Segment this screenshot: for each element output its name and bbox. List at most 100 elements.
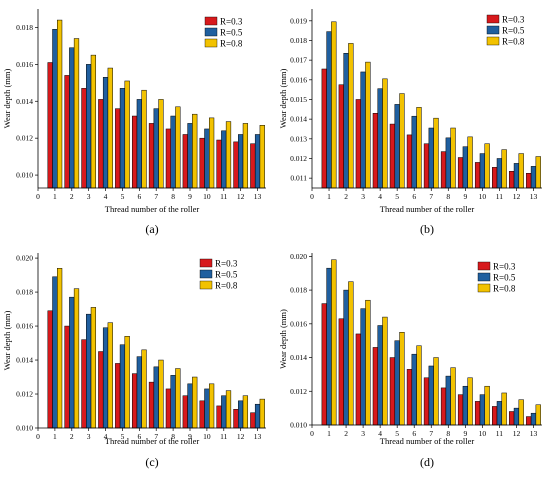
bar-d-R08-thread-11 (501, 392, 507, 426)
x-tick-label: 1 (53, 432, 57, 441)
panel-label: (a) (145, 222, 158, 236)
bar-c-R08-thread-13 (259, 398, 265, 429)
bar-c-R03-thread-7 (148, 381, 155, 429)
bar-b-R08-thread-13 (535, 156, 541, 189)
x-axis-title: Thread number of the roller (380, 204, 475, 214)
x-tick-label: 5 (121, 432, 125, 441)
bar-a-R05-thread-5 (119, 88, 126, 189)
bar-b-R03-thread-4 (372, 113, 379, 189)
x-tick-label: 8 (446, 192, 450, 201)
legend-swatch (204, 16, 218, 26)
y-tick-label: 0.014 (290, 353, 307, 362)
x-tick-label: 11 (496, 192, 503, 201)
bar-b-R05-thread-8 (445, 137, 451, 189)
bar-d-R08-thread-8 (450, 367, 456, 426)
x-tick-label: 0 (310, 429, 314, 438)
legend-label: R=0.3 (493, 262, 516, 272)
bar-a-R05-thread-4 (102, 77, 109, 189)
bar-b-R05-thread-7 (428, 127, 434, 189)
y-tick-label: 0.016 (290, 75, 307, 84)
x-axis-title: Thread number of the roller (380, 436, 475, 446)
bar-a-R03-thread-12 (233, 141, 239, 189)
bar-a-R03-thread-9 (182, 134, 188, 189)
bar-d-R03-thread-7 (423, 377, 430, 426)
bar-d-R05-thread-8 (445, 375, 451, 426)
bar-a-R03-thread-2 (64, 75, 70, 189)
bar-c-R05-thread-10 (204, 388, 210, 429)
bar-d-R05-thread-11 (496, 401, 503, 426)
panel-label: (c) (145, 455, 158, 469)
x-tick-label: 13 (254, 432, 262, 441)
x-tick-label: 1 (53, 192, 57, 201)
y-tick-label: 0.017 (290, 56, 307, 65)
legend-swatch (486, 36, 500, 46)
bar-b-R03-thread-12 (509, 171, 515, 189)
bar-d-R03-thread-9 (457, 394, 464, 426)
bar-c-R08-thread-10 (209, 383, 215, 429)
bar-d-R05-thread-9 (462, 385, 468, 426)
bar-a-R05-thread-9 (187, 123, 193, 189)
x-tick-label: 6 (412, 192, 416, 201)
bar-a-R03-thread-11 (216, 139, 222, 189)
bar-c-R08-thread-12 (242, 395, 249, 429)
bar-b-R03-thread-13 (526, 173, 532, 189)
legend: R=0.3R=0.5R=0.8 (486, 15, 525, 47)
bar-a-R03-thread-10 (199, 137, 205, 189)
bar-c-R08-thread-7 (158, 359, 164, 429)
y-tick-label: 0.016 (16, 60, 33, 69)
y-axis-title: Wear depth (mm) (2, 68, 12, 128)
bar-c-R03-thread-13 (250, 412, 256, 429)
bar-c-R05-thread-5 (119, 344, 126, 429)
bar-d-R08-thread-4 (382, 316, 388, 426)
y-tick-label: 0.016 (16, 322, 33, 331)
panel-label: (d) (420, 455, 434, 469)
bar-d-R03-thread-1 (321, 303, 327, 426)
legend: R=0.3R=0.5R=0.8 (204, 16, 243, 49)
bar-a-R05-thread-10 (204, 128, 210, 189)
x-tick-label: 7 (154, 192, 158, 201)
panel-label: (b) (420, 222, 434, 236)
legend-swatch (199, 269, 213, 279)
y-tick-label: 0.018 (16, 288, 33, 297)
x-tick-label: 2 (344, 429, 348, 438)
bar-b-R05-thread-9 (462, 146, 468, 189)
y-tick-label: 0.014 (16, 97, 33, 106)
x-tick-label: 2 (70, 192, 74, 201)
bar-a-R03-thread-6 (131, 115, 138, 189)
x-tick-label: 11 (220, 432, 227, 441)
bar-c-R05-thread-2 (69, 296, 75, 429)
bar-a-R03-thread-7 (148, 123, 155, 189)
y-tick-label: 0.020 (290, 252, 307, 261)
bar-d-R08-thread-1 (331, 259, 337, 426)
bar-c-R05-thread-11 (221, 395, 227, 429)
bar-c-R05-thread-6 (136, 356, 142, 429)
bar-a-R05-thread-2 (69, 47, 75, 189)
x-tick-label: 6 (412, 429, 416, 438)
y-axis-title: Wear depth (mm) (2, 310, 12, 370)
bar-b-R08-thread-8 (450, 127, 456, 189)
bar-b-R03-thread-2 (338, 84, 344, 189)
bar-a-R05-thread-3 (86, 64, 92, 189)
bar-c-R03-thread-8 (165, 388, 172, 429)
x-tick-label: 5 (121, 192, 125, 201)
bar-d-R05-thread-1 (326, 267, 332, 426)
bar-d-R05-thread-5 (394, 340, 400, 426)
bar-c-R05-thread-9 (187, 383, 193, 429)
bar-c-R08-thread-8 (175, 368, 181, 429)
bar-c-R08-thread-2 (73, 288, 80, 429)
bar-d-R05-thread-6 (411, 353, 417, 426)
x-tick-label: 9 (188, 432, 192, 441)
bar-d-R03-thread-2 (338, 318, 344, 426)
x-tick-label: 3 (361, 192, 365, 201)
x-tick-label: 11 (496, 429, 503, 438)
bar-b-R08-thread-2 (348, 43, 354, 189)
y-tick-label: 0.013 (290, 134, 307, 143)
bar-a-R08-thread-10 (209, 117, 215, 189)
bar-c-R05-thread-1 (52, 276, 58, 429)
chart-panel-b: 0.011 0.012 0.013 0.014 0.015 0.016 0.017 0.018… (278, 9, 542, 236)
legend-swatch (204, 38, 218, 48)
y-tick-label: 0.010 (16, 171, 33, 180)
